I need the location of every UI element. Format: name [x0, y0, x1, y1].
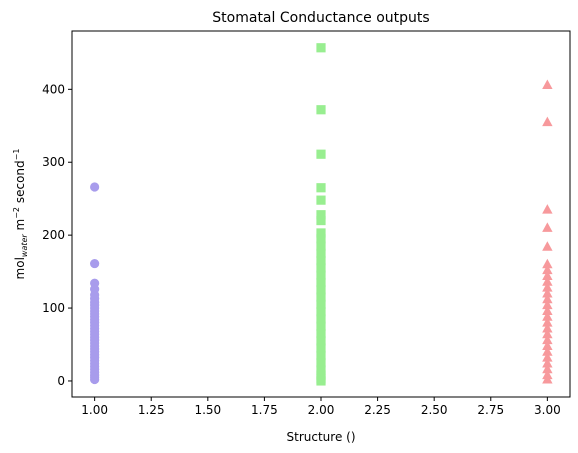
point-triangle-2 — [542, 204, 553, 214]
y-axis: 0 100 200 300 400 — [42, 82, 72, 388]
point-square-12 — [316, 263, 326, 273]
point-square-19 — [316, 314, 326, 324]
point-triangle-18 — [542, 334, 553, 345]
point-triangle-11 — [542, 293, 553, 304]
x-tick-label: 1.50 — [194, 403, 221, 417]
point-square-5 — [316, 210, 326, 220]
x-tick-label: 1.75 — [251, 403, 278, 417]
point-triangle-10 — [542, 287, 553, 298]
y-axis-label: molwater m−2 second−1 — [12, 149, 29, 280]
point-triangle-13 — [542, 305, 553, 315]
x-tick-label: 1.00 — [81, 403, 108, 417]
point-square-16 — [316, 292, 326, 302]
point-circle-1 — [90, 258, 100, 269]
x-tick-label: 1.25 — [138, 403, 165, 417]
y-tick-label: 400 — [42, 82, 65, 96]
x-tick-label: 2.50 — [421, 403, 448, 417]
point-triangle-19 — [542, 340, 553, 350]
point-square-8 — [316, 234, 326, 244]
x-tick-label: 3.00 — [534, 403, 561, 417]
point-triangle-6 — [542, 264, 553, 275]
point-triangle-4 — [542, 241, 553, 251]
point-square-24 — [316, 350, 326, 361]
point-square-7 — [316, 228, 326, 238]
point-square-9 — [316, 241, 326, 251]
point-square-26 — [316, 365, 326, 375]
point-square-17 — [316, 299, 326, 310]
point-square-11 — [316, 256, 326, 266]
point-triangle-14 — [542, 311, 553, 321]
point-square-14 — [316, 277, 326, 288]
x-axis-label: Structure () — [287, 430, 356, 444]
point-square-23 — [316, 343, 326, 353]
y-tick-label: 100 — [42, 301, 65, 315]
point-square-25 — [316, 358, 326, 368]
point-square-13 — [316, 270, 326, 280]
x-tick-label: 2.25 — [364, 403, 391, 417]
point-triangle-9 — [542, 282, 553, 292]
point-triangle-0 — [542, 79, 553, 89]
point-square-21 — [316, 328, 326, 339]
y-tick-label: 200 — [42, 228, 65, 242]
point-square-4 — [316, 195, 326, 205]
point-triangle-3 — [542, 222, 553, 232]
data-points — [90, 43, 553, 386]
point-triangle-23 — [542, 363, 553, 374]
point-circle-33 — [90, 374, 100, 385]
y-tick-label: 300 — [42, 155, 65, 169]
point-circle-0 — [90, 182, 100, 192]
point-square-1 — [316, 105, 326, 115]
point-square-6 — [316, 215, 326, 226]
point-triangle-1 — [542, 116, 553, 127]
point-triangle-15 — [542, 317, 553, 327]
point-square-0 — [316, 43, 326, 53]
point-triangle-12 — [542, 299, 553, 310]
point-triangle-21 — [542, 352, 553, 362]
point-triangle-5 — [542, 258, 553, 269]
point-triangle-20 — [542, 346, 553, 356]
point-square-15 — [316, 285, 326, 295]
chart-title: Stomatal Conductance outputs — [212, 10, 429, 26]
point-triangle-22 — [542, 357, 553, 368]
point-square-29 — [316, 376, 326, 386]
point-triangle-16 — [542, 322, 553, 333]
y-tick-label: 0 — [57, 374, 65, 388]
point-square-20 — [316, 321, 326, 331]
point-square-22 — [316, 336, 326, 346]
point-square-18 — [316, 307, 326, 317]
point-triangle-7 — [542, 270, 553, 280]
point-square-3 — [316, 183, 326, 193]
point-square-10 — [316, 248, 326, 258]
point-triangle-17 — [542, 328, 553, 339]
point-triangle-8 — [542, 276, 553, 286]
point-square-2 — [316, 149, 326, 159]
x-tick-label: 2.00 — [308, 403, 335, 417]
point-triangle-25 — [542, 374, 553, 384]
x-axis: 1.00 1.25 1.50 1.75 2.00 2.25 2.50 2.75 3.00 — [81, 397, 561, 417]
x-tick-label: 2.75 — [477, 403, 504, 417]
